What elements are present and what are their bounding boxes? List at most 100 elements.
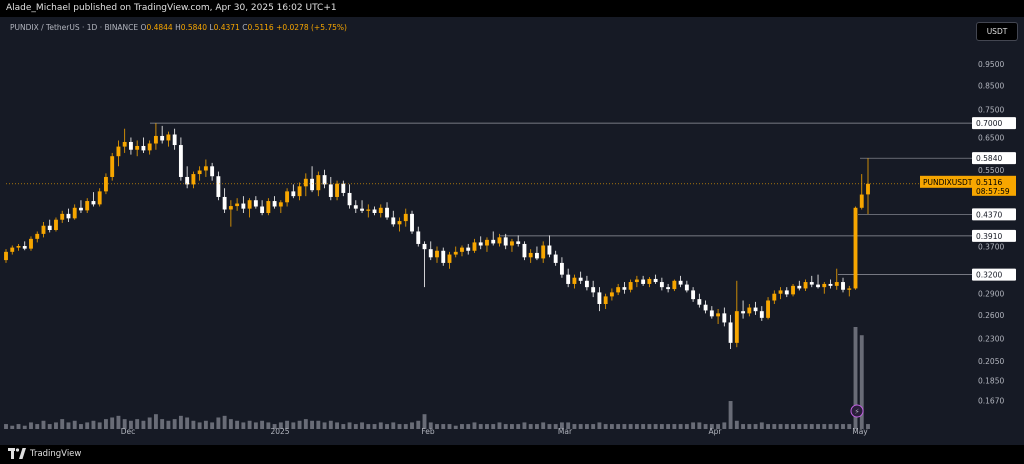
candle-body (566, 274, 571, 284)
volume-bar (616, 424, 621, 429)
candlestick-chart[interactable]: 0.9500 0.8500 0.7500 0.6500 0.5500 0.3700 0.32… (0, 17, 1024, 445)
candle-body (841, 282, 845, 290)
candle-body (278, 202, 283, 207)
candle-body (547, 245, 552, 255)
x-axis-tick-label: Apr (709, 427, 723, 436)
volume-bar (747, 424, 752, 429)
candle-body (372, 209, 377, 213)
volume-bar (303, 419, 308, 429)
volume-bar (22, 425, 27, 429)
chart-pane[interactable]: 0.9500 0.8500 0.7500 0.6500 0.5500 0.3700 0.32… (0, 17, 1024, 445)
candle-body (110, 156, 115, 177)
volume-bar (4, 424, 8, 429)
volume-bar (128, 420, 133, 429)
candle-body (485, 239, 489, 246)
candle-body (85, 201, 90, 211)
level-label-box (972, 208, 1016, 221)
candle-body (541, 245, 546, 259)
candle-body (416, 231, 421, 244)
candle-body (197, 170, 202, 175)
candle-body (659, 282, 664, 288)
volume-bar (185, 417, 190, 429)
volume-bar (728, 401, 733, 429)
volume-bar (603, 424, 608, 429)
candle-body (116, 146, 121, 157)
volume-bar (91, 420, 96, 429)
volume-bar (597, 422, 602, 429)
candle-body (772, 293, 777, 301)
candle-body (166, 134, 171, 141)
candle-body (859, 194, 864, 208)
candle-body (253, 200, 258, 207)
volume-bar (722, 422, 727, 429)
candle-body (47, 225, 52, 231)
volume-bar (428, 422, 433, 429)
volume-bar (853, 327, 858, 429)
volume-bar (522, 422, 527, 429)
candle-body (272, 201, 277, 207)
volume-bar (778, 424, 783, 429)
volume-bar (79, 424, 83, 429)
volume-bar (634, 424, 639, 429)
candle-body (578, 277, 583, 281)
tradingview-logo[interactable]: TradingView (8, 448, 81, 459)
volume-bar (547, 424, 552, 429)
candle-body (178, 145, 183, 177)
volume-bar (316, 420, 321, 429)
candle-body (572, 277, 577, 284)
x-axis-tick-label: May (852, 427, 868, 436)
candle-body (341, 183, 346, 193)
volume-bar (622, 424, 627, 429)
volume-bar (341, 424, 346, 429)
volume-bar (797, 424, 802, 429)
legend-high-value: 0.5840 (180, 23, 207, 32)
candle-body (335, 183, 339, 197)
candle-body (397, 221, 402, 225)
candle-body (185, 176, 190, 185)
candle-body (141, 145, 146, 151)
volume-bar (803, 424, 808, 429)
candle-body (353, 205, 358, 209)
candle-body (791, 285, 795, 295)
candle-body (716, 313, 721, 317)
volume-bar (535, 424, 539, 429)
y-axis-tick-label: 0.6500 (978, 133, 1004, 142)
volume-bar (766, 424, 770, 429)
volume-bar (847, 424, 852, 429)
candle-body (778, 290, 783, 294)
candle-body (747, 307, 752, 314)
candle-body (722, 313, 727, 323)
volume-bar (35, 424, 40, 429)
candle-body (385, 207, 389, 218)
volume-bar (41, 420, 46, 429)
volume-bar (647, 424, 652, 429)
candle-body (235, 203, 240, 207)
candle-body (410, 213, 414, 232)
candle-body (666, 287, 671, 290)
candle-body (4, 251, 8, 261)
x-axis-tick-label: Feb (421, 427, 435, 436)
candle-body (709, 310, 714, 317)
candle-body (634, 279, 639, 283)
volume-bar (228, 419, 233, 429)
volume-bar (834, 424, 839, 429)
level-label-box (972, 117, 1016, 130)
candle-body (316, 175, 321, 191)
currency-button[interactable]: USDT (976, 22, 1018, 41)
volume-bar (653, 424, 658, 429)
level-label-text: 0.3910 (976, 232, 1002, 241)
candle-body (828, 283, 833, 286)
volume-bar (510, 424, 514, 429)
volume-bar (97, 422, 102, 429)
volume-bar (191, 420, 196, 429)
candle-body (222, 196, 227, 210)
candle-body (216, 176, 221, 197)
candle-body (641, 279, 646, 284)
level-label-text: 0.4370 (976, 210, 1002, 219)
candle-body (29, 238, 33, 249)
legend-open-value: 0.4844 (146, 23, 173, 32)
candle-body (734, 311, 739, 343)
legend-open-label: O (140, 23, 147, 32)
candle-body (66, 213, 71, 219)
volume-bar (385, 424, 389, 429)
